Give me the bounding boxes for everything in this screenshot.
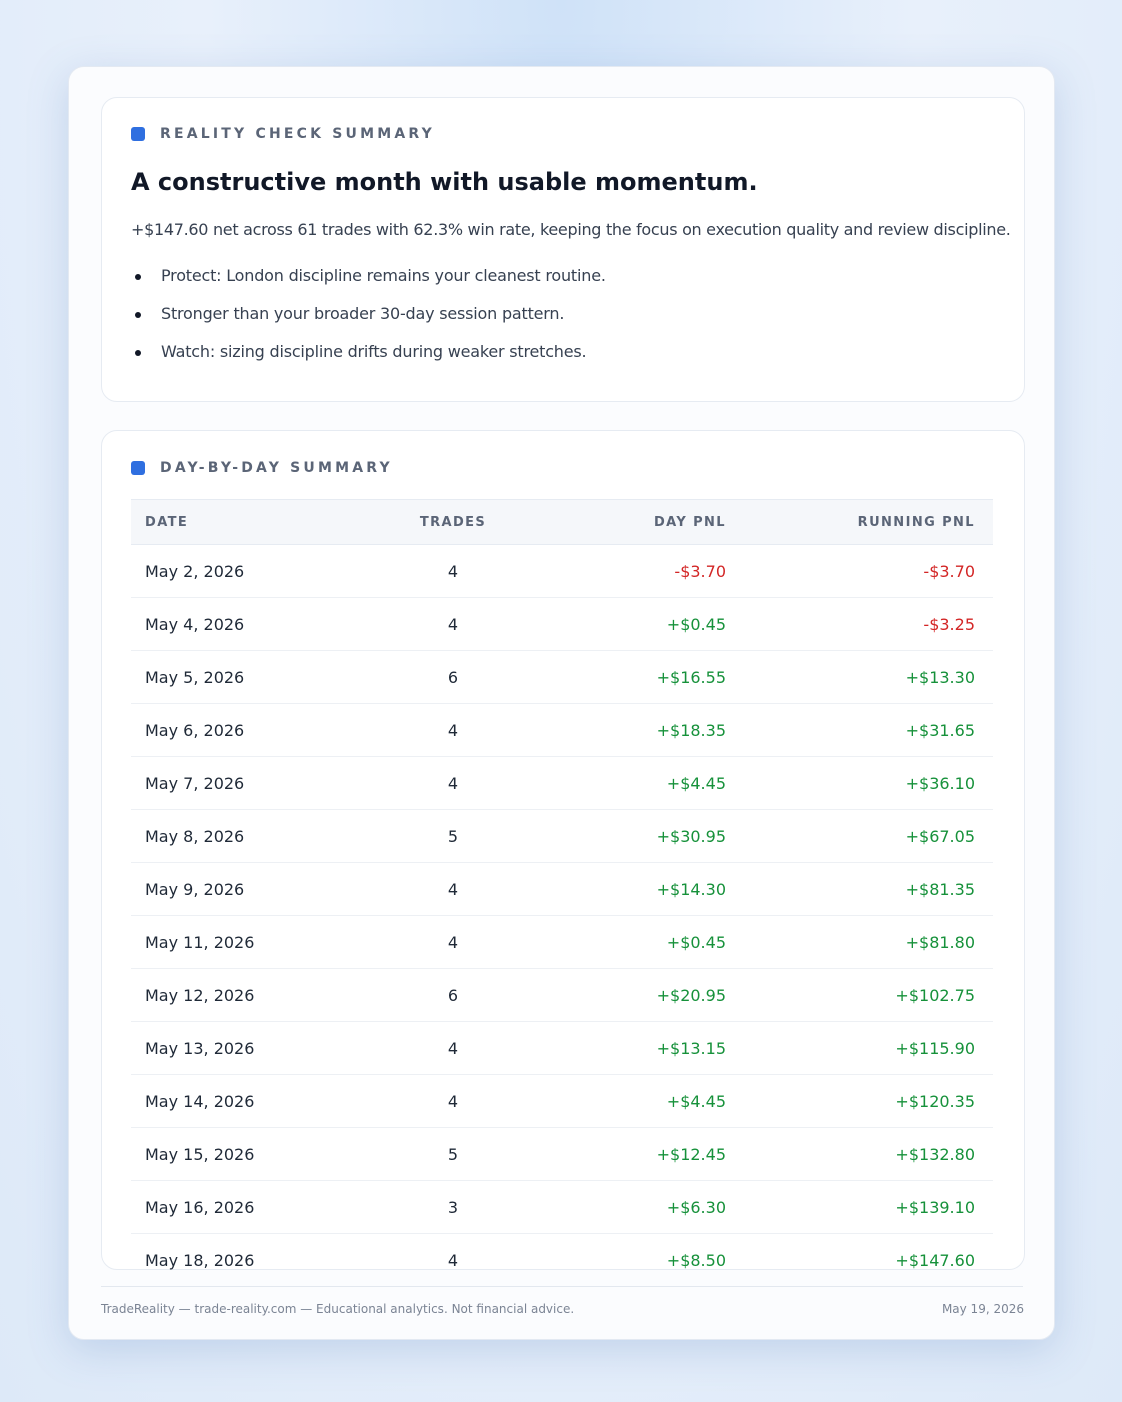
- table-cell: 5: [341, 809, 565, 863]
- table-cell: +$139.10: [742, 1180, 993, 1234]
- table-cell: May 5, 2026: [131, 650, 341, 704]
- table-cell: +$0.45: [565, 915, 742, 969]
- footer-rule: [101, 1286, 1023, 1287]
- report-card: REALITY CHECK SUMMARY A constructive mon…: [68, 66, 1055, 1340]
- table-cell: 4: [341, 597, 565, 651]
- table-cell: 6: [341, 650, 565, 704]
- table-cell: May 9, 2026: [131, 862, 341, 916]
- table-cell: +$14.30: [565, 862, 742, 916]
- table-row: May 12, 2026 6 +$20.95 +$102.75: [131, 968, 993, 1022]
- table-cell: 4: [341, 862, 565, 916]
- summary-text: +$147.60 net across 61 trades with 62.3%…: [131, 220, 1011, 239]
- table-cell: +$132.80: [742, 1127, 993, 1181]
- table-cell: +$36.10: [742, 756, 993, 810]
- column-header: RUNNING PNL: [742, 499, 993, 545]
- footer-left: TradeReality — trade-reality.com — Educa…: [101, 1302, 575, 1316]
- table-cell: 4: [341, 544, 565, 598]
- table-cell: -$3.25: [742, 597, 993, 651]
- bullet-list: Protect: London discipline remains your …: [131, 266, 606, 380]
- table-cell: +$120.35: [742, 1074, 993, 1128]
- label-dot: [131, 461, 145, 475]
- table-cell: +$20.95: [565, 968, 742, 1022]
- table-cell: +$18.35: [565, 703, 742, 757]
- bullet: Stronger than your broader 30-day sessio…: [131, 304, 606, 342]
- label-dot: [131, 127, 145, 141]
- table-cell: 4: [341, 1074, 565, 1128]
- bullet: Protect: London discipline remains your …: [131, 266, 606, 304]
- table-row: May 16, 2026 3 +$6.30 +$139.10: [131, 1180, 993, 1234]
- section-label: REALITY CHECK SUMMARY: [131, 126, 435, 142]
- table-cell: +$13.30: [742, 650, 993, 704]
- table-cell: +$4.45: [565, 756, 742, 810]
- table-cell: +$147.60: [895, 1250, 975, 1270]
- section-label: DAY-BY-DAY SUMMARY: [131, 460, 393, 476]
- table-cell: May 18, 2026: [145, 1250, 255, 1270]
- summary-title: A constructive month with usable momentu…: [131, 168, 758, 196]
- table-cell: May 4, 2026: [131, 597, 341, 651]
- table-cell: +$4.45: [565, 1074, 742, 1128]
- header-row: DATE TRADES DAY PNL RUNNING PNL: [131, 499, 993, 545]
- table-cell: +$115.90: [742, 1021, 993, 1075]
- bullet: Watch: sizing discipline drifts during w…: [131, 342, 606, 380]
- label-text: REALITY CHECK SUMMARY: [160, 126, 435, 142]
- table-cell: +$67.05: [742, 809, 993, 863]
- table-row: May 13, 2026 4 +$13.15 +$115.90: [131, 1021, 993, 1075]
- table-cell: 4: [341, 756, 565, 810]
- table-row: May 11, 2026 4 +$0.45 +$81.80: [131, 915, 993, 969]
- table-cell: +$30.95: [565, 809, 742, 863]
- table-cell: May 7, 2026: [131, 756, 341, 810]
- table-cell: 6: [341, 968, 565, 1022]
- table-row: May 5, 2026 6 +$16.55 +$13.30: [131, 650, 993, 704]
- footer-right: May 19, 2026: [941, 1302, 1024, 1316]
- table-cell: +$81.35: [742, 862, 993, 916]
- table-cell: 5: [341, 1127, 565, 1181]
- table-cell: 3: [341, 1180, 565, 1234]
- table-row: May 6, 2026 4 +$18.35 +$31.65: [131, 703, 993, 757]
- table-cell: May 6, 2026: [131, 703, 341, 757]
- table-row: May 14, 2026 4 +$4.45 +$120.35: [131, 1074, 993, 1128]
- table-cell: 4: [341, 1021, 565, 1075]
- table-cell: +$6.30: [565, 1180, 742, 1234]
- column-header: DAY PNL: [565, 499, 742, 545]
- table-cell: May 16, 2026: [131, 1180, 341, 1234]
- column-header: TRADES: [341, 499, 565, 545]
- table-row: May 15, 2026 5 +$12.45 +$132.80: [131, 1127, 993, 1181]
- table-cell: -$3.70: [565, 544, 742, 598]
- table-cell: +$102.75: [742, 968, 993, 1022]
- table-cell: +$0.45: [565, 597, 742, 651]
- table-cell: 4: [341, 915, 565, 969]
- table-cell: 4: [447, 1250, 459, 1270]
- table-cell: +$12.45: [565, 1127, 742, 1181]
- table-cell: May 13, 2026: [131, 1021, 341, 1075]
- day-table: DATE TRADES DAY PNL RUNNING PNL May 2, 2026…: [131, 499, 993, 1286]
- label-text: DAY-BY-DAY SUMMARY: [160, 460, 393, 476]
- table-cell: -$3.70: [742, 544, 993, 598]
- table-row: May 9, 2026 4 +$14.30 +$81.35: [131, 862, 993, 916]
- table-cell: May 12, 2026: [131, 968, 341, 1022]
- table-cell: +$16.55: [565, 650, 742, 704]
- table-cell: +$13.15: [565, 1021, 742, 1075]
- table-cell: +$31.65: [742, 703, 993, 757]
- table-cell: May 2, 2026: [131, 544, 341, 598]
- table-cell: 4: [341, 703, 565, 757]
- table-cell: +$8.50: [666, 1250, 726, 1270]
- table-body: May 2, 2026 4 -$3.70 -$3.70 May 4, 2026 4 +$0.…: [131, 544, 993, 1287]
- table-row: May 2, 2026 4 -$3.70 -$3.70: [131, 544, 993, 598]
- table-row: May 7, 2026 4 +$4.45 +$36.10: [131, 756, 993, 810]
- table-cell: May 11, 2026: [131, 915, 341, 969]
- table-row: May 18, 2026 4 +$8.50 +$147.60: [131, 1234, 993, 1287]
- table-cell: +$81.80: [742, 915, 993, 969]
- table-row: May 4, 2026 4 +$0.45 -$3.25: [131, 597, 993, 651]
- table-cell: May 15, 2026: [131, 1127, 341, 1181]
- summary-card: REALITY CHECK SUMMARY A constructive mon…: [101, 97, 1025, 402]
- table-cell: May 14, 2026: [131, 1074, 341, 1128]
- table-cell: May 8, 2026: [131, 809, 341, 863]
- table-row: May 8, 2026 5 +$30.95 +$67.05: [131, 809, 993, 863]
- column-header: DATE: [131, 499, 341, 545]
- day-summary-card: DAY-BY-DAY SUMMARY DATE TRADES DAY PNL RUNN…: [101, 430, 1025, 1270]
